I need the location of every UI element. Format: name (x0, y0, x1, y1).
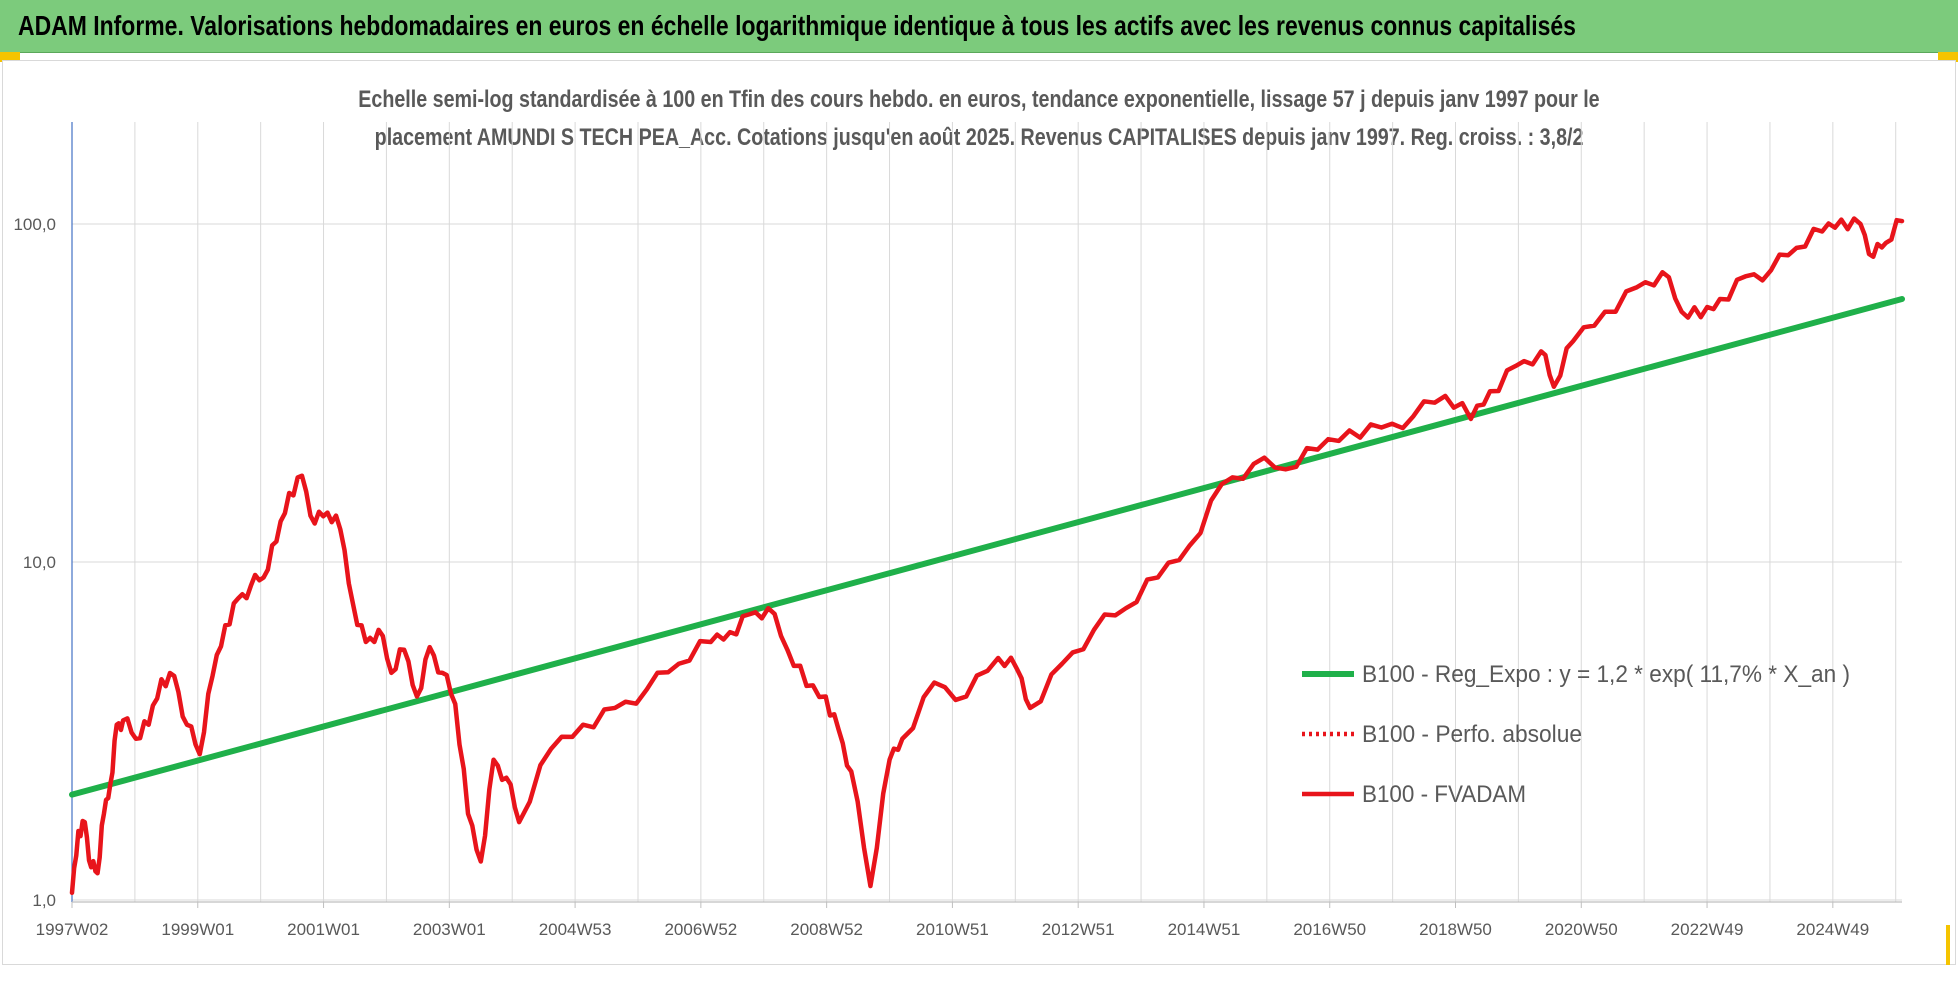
legend-label: B100 - FVADAM (1362, 781, 1526, 808)
x-tick-label: 2022W49 (1671, 920, 1744, 939)
legend-label: B100 - Perfo. absolue (1362, 721, 1582, 748)
x-tick-label: 2014W51 (1168, 920, 1241, 939)
report-banner: ADAM Informe. Valorisations hebdomadaire… (0, 0, 1958, 53)
x-tick-label: 2006W52 (664, 920, 737, 939)
x-tick-label: 2008W52 (790, 920, 863, 939)
x-tick-label: 2004W53 (539, 920, 612, 939)
series-line-reg-expo (69, 295, 1905, 798)
series-line-fvadam (69, 216, 1905, 896)
x-tick-label: 2012W51 (1042, 920, 1115, 939)
x-tick-label: 2001W01 (287, 920, 360, 939)
corner-accent-top-left (0, 52, 20, 62)
corner-accent-bottom-right (1946, 925, 1950, 965)
x-tick-label: 2010W51 (916, 920, 989, 939)
corner-accent-top-right (1938, 52, 1958, 62)
x-tick-label: 2018W50 (1419, 920, 1492, 939)
report-title: ADAM Informe. Valorisations hebdomadaire… (18, 10, 1576, 41)
x-tick-label: 2020W50 (1545, 920, 1618, 939)
x-tick-label: 2003W01 (413, 920, 486, 939)
x-tick-label: 2024W49 (1796, 920, 1869, 939)
y-tick-label: 10,0 (23, 553, 56, 572)
x-tick-label: 2016W50 (1293, 920, 1366, 939)
y-tick-label: 1,0 (32, 891, 56, 910)
y-tick-label: 100,0 (13, 215, 56, 234)
chart-title-line-2: placement AMUNDI S TECH PEA_Acc. Cotatio… (374, 124, 1584, 151)
legend-label: B100 - Reg_Expo : y = 1,2 * exp( 11,7% *… (1362, 661, 1850, 688)
x-tick-label: 1997W02 (36, 920, 109, 939)
chart-title-line-1: Echelle semi-log standardisée à 100 en T… (358, 86, 1600, 113)
x-tick-label: 1999W01 (161, 920, 234, 939)
